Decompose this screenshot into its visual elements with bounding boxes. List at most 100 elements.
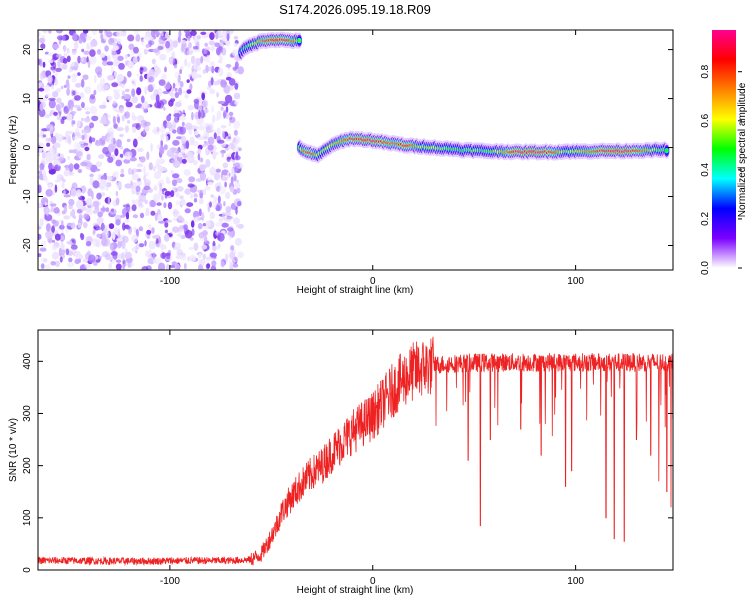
noise-speckle (38, 184, 42, 193)
noise-speckle (75, 199, 84, 209)
noise-speckle (159, 158, 165, 164)
noise-speckle (70, 188, 77, 197)
noise-speckle (53, 62, 57, 70)
noise-speckle (50, 84, 54, 90)
colorbar-tick-label: 0.6 (700, 113, 711, 127)
noise-speckle (104, 45, 109, 52)
ridge-core (297, 39, 302, 43)
noise-speckle (81, 74, 89, 81)
noise-speckle (67, 261, 75, 268)
noise-speckle (210, 265, 217, 270)
noise-speckle (47, 75, 53, 84)
noise-speckle (115, 259, 122, 263)
noise-speckle (116, 127, 124, 132)
noise-speckle (190, 220, 195, 228)
noise-speckle (58, 247, 63, 257)
noise-speckle (98, 255, 102, 260)
noise-speckle (122, 204, 130, 208)
noise-speckle (55, 30, 63, 34)
noise-speckle (230, 245, 235, 251)
noise-speckle (204, 48, 208, 55)
noise-speckle (197, 148, 202, 155)
noise-speckle (182, 113, 185, 118)
noise-speckle (184, 208, 191, 214)
noise-speckle (192, 255, 196, 262)
noise-speckle (41, 240, 47, 249)
noise-speckle (45, 92, 51, 98)
noise-speckle (111, 50, 117, 56)
noise-speckle (73, 104, 81, 108)
noise-speckle (110, 208, 115, 213)
noise-speckle (98, 154, 105, 159)
noise-speckle (152, 83, 156, 88)
noise-speckle (202, 68, 206, 75)
noise-speckle (71, 120, 76, 125)
noise-speckle (210, 194, 214, 198)
noise-speckle (157, 214, 163, 222)
noise-speckle (207, 144, 214, 151)
noise-speckle (223, 84, 231, 94)
noise-speckle (155, 94, 160, 103)
noise-speckle (43, 258, 48, 263)
noise-speckle (174, 71, 180, 79)
noise-speckle (51, 135, 57, 145)
noise-speckle (206, 54, 211, 63)
noise-speckle (92, 229, 96, 234)
noise-speckle (187, 183, 194, 188)
noise-speckle (141, 266, 149, 270)
noise-speckle (121, 241, 126, 250)
noise-speckle (160, 139, 163, 148)
noise-speckle (71, 49, 77, 55)
noise-speckle (83, 50, 90, 55)
noise-speckle (131, 80, 135, 84)
noise-speckle (68, 163, 74, 172)
noise-speckle (175, 254, 183, 260)
noise-speckle (141, 38, 145, 46)
noise-speckle (170, 190, 175, 198)
noise-speckle (47, 183, 53, 190)
noise-speckle (131, 234, 139, 243)
noise-speckle (40, 197, 49, 206)
noise-speckle (192, 45, 199, 50)
noise-speckle (90, 39, 98, 47)
noise-speckle (165, 121, 172, 129)
noise-speckle (39, 103, 44, 112)
noise-speckle (210, 77, 214, 86)
noise-speckle (176, 233, 183, 237)
noise-speckle (155, 243, 162, 248)
noise-speckle (200, 56, 204, 64)
noise-speckle (175, 101, 182, 108)
noise-speckle (143, 48, 148, 55)
x-tick-label: -100 (160, 276, 180, 287)
noise-speckle (132, 214, 139, 219)
noise-speckle (76, 144, 82, 150)
noise-speckle (131, 204, 137, 212)
noise-speckle (114, 148, 119, 157)
noise-speckle (176, 186, 184, 192)
noise-speckle (215, 168, 221, 173)
noise-speckle (184, 94, 189, 99)
spectrogram-x-axis-label: Height of straight line (km) (297, 285, 414, 296)
noise-speckle (170, 169, 174, 175)
noise-speckle (164, 221, 169, 228)
noise-speckle (166, 180, 172, 184)
noise-speckle (140, 95, 145, 104)
noise-speckle (159, 182, 163, 192)
noise-speckle (112, 115, 116, 125)
noise-speckle (88, 254, 96, 263)
noise-speckle (89, 122, 95, 129)
noise-speckle (39, 163, 45, 171)
noise-speckle (79, 232, 83, 239)
noise-speckle (50, 231, 54, 238)
noise-speckle (93, 261, 98, 266)
noise-speckle (100, 175, 108, 181)
noise-speckle (108, 262, 112, 270)
noise-speckle (209, 32, 215, 41)
y-tick-label: 400 (22, 353, 33, 370)
noise-speckle (196, 35, 201, 40)
noise-speckle (148, 249, 152, 255)
noise-speckle (51, 239, 56, 243)
noise-speckle (160, 125, 166, 134)
noise-speckle (81, 134, 85, 141)
